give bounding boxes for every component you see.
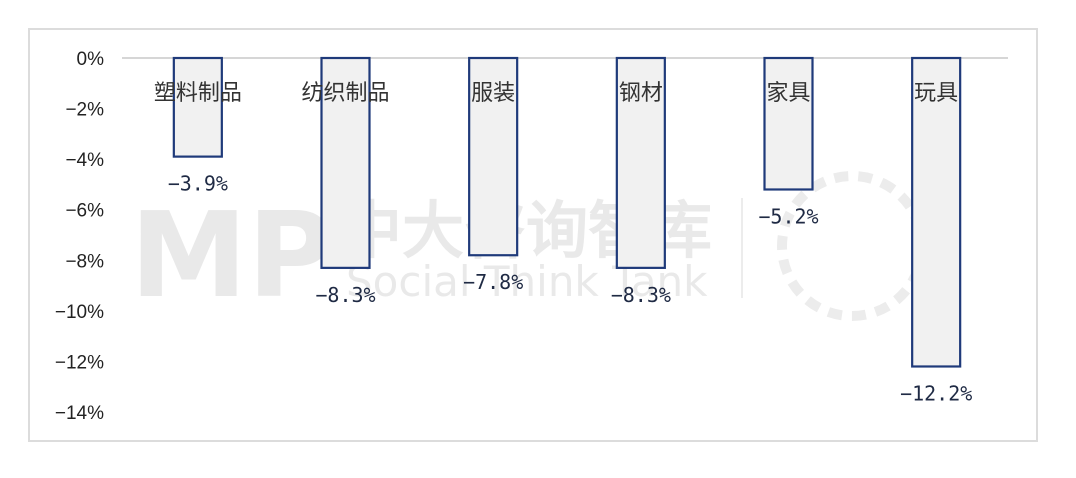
y-tick-label: −8% bbox=[65, 251, 104, 272]
bar bbox=[320, 56, 371, 269]
data-label: −5.2% bbox=[758, 204, 818, 228]
bar bbox=[172, 56, 223, 158]
watermark-logo: MP bbox=[130, 186, 334, 324]
y-tick-label: −12% bbox=[55, 352, 104, 373]
category-label: 钢材 bbox=[619, 81, 663, 106]
category-label: 服装 bbox=[471, 81, 515, 106]
data-label: −12.2% bbox=[900, 381, 972, 405]
bar bbox=[763, 56, 814, 191]
data-label: −7.8% bbox=[463, 270, 523, 294]
y-tick-label: −4% bbox=[65, 150, 104, 171]
category-label: 塑料制品 bbox=[154, 81, 242, 106]
y-tick-label: −6% bbox=[65, 201, 104, 222]
category-label: 纺织制品 bbox=[301, 81, 389, 106]
category-label: 玩具 bbox=[914, 81, 958, 106]
y-tick-label: −10% bbox=[55, 302, 104, 323]
category-label: 家具 bbox=[766, 81, 810, 106]
bar bbox=[468, 56, 519, 257]
y-tick-label: −14% bbox=[55, 403, 104, 424]
y-tick-label: −2% bbox=[65, 100, 104, 121]
data-label: −8.3% bbox=[611, 283, 671, 307]
y-tick-label: 0% bbox=[77, 49, 105, 70]
bar bbox=[615, 56, 666, 269]
data-label: −8.3% bbox=[315, 283, 375, 307]
data-label: −3.9% bbox=[168, 172, 228, 196]
bar bbox=[911, 56, 962, 368]
watermark-emblem-icon bbox=[777, 171, 927, 321]
watermark: MP 中大咨询智库 Social Think Tank bbox=[130, 171, 927, 324]
